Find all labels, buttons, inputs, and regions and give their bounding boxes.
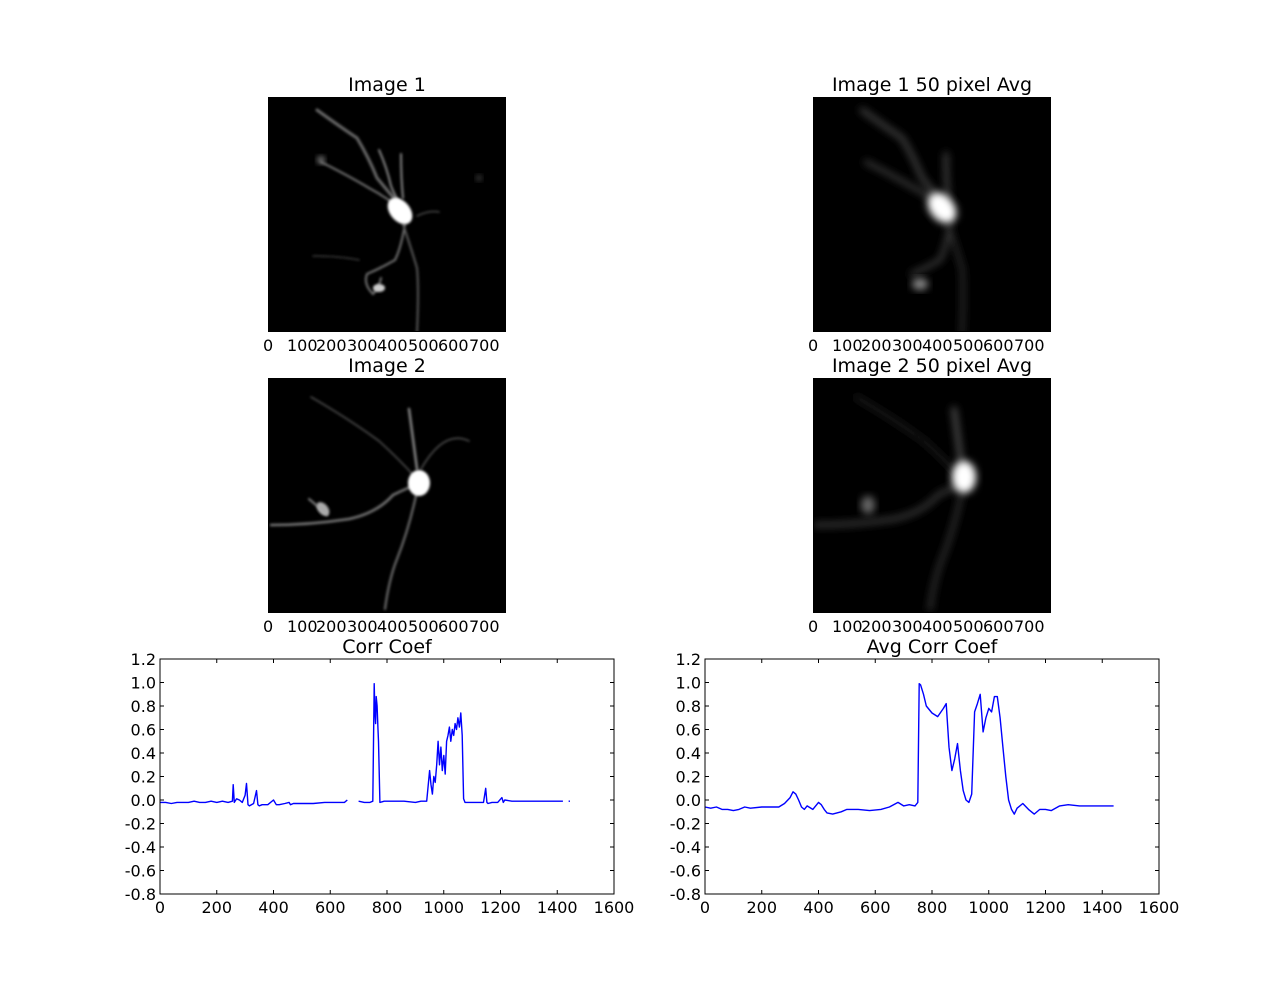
image1-avg-x-tick: 300: [892, 336, 923, 355]
image2-x-tick: 700: [469, 617, 500, 636]
image2-x-tick: 0: [263, 617, 274, 636]
image2-x-tick: 100: [287, 617, 318, 636]
corr-x-tick-label: 1600: [594, 898, 635, 917]
image1-avg-x-tick: 200: [861, 336, 892, 355]
avg-corr-x-tick-label: 1600: [1139, 898, 1180, 917]
image2-avg-x-ticks: 0 100 200 300 400 500 600 700: [808, 617, 1051, 637]
image1-x-tick: 700: [469, 336, 500, 355]
image1-avg-title: Image 1 50 pixel Avg: [831, 74, 1033, 96]
corr-y-tick-label: 0.4: [131, 744, 156, 763]
image2-avg-x-tick: 500: [953, 617, 984, 636]
corr-x-tick-label: 200: [201, 898, 232, 917]
image2-avg-x-tick: 600: [983, 617, 1014, 636]
corr-x-tick-label: 800: [372, 898, 403, 917]
image1-x-tick: 100: [287, 336, 318, 355]
corr-y-tick-label: -0.4: [125, 838, 156, 857]
avg-corr-y-tick-label: 0.4: [676, 744, 701, 763]
avg-corr-x-tick-label: 1000: [968, 898, 1009, 917]
image1-avg-x-tick: 600: [983, 336, 1014, 355]
corr-x-tick-label: 1400: [537, 898, 578, 917]
corr-x-tick-label: 1000: [423, 898, 464, 917]
corr-title: Corr Coef: [342, 636, 433, 658]
image2-avg-x-tick: 100: [832, 617, 863, 636]
corr-y-tick-label: 0.0: [131, 791, 156, 810]
avg-corr-x-tick-label: 800: [917, 898, 948, 917]
image2-avg-x-tick: 200: [861, 617, 892, 636]
image2-x-tick: 200: [316, 617, 347, 636]
corr-plot-frame: [159, 658, 615, 895]
image2-x-tick: 300: [347, 617, 378, 636]
image2-x-tick: 400: [377, 617, 408, 636]
image1-avg-x-tick: 0: [808, 336, 819, 355]
avg-corr-series-line: [704, 683, 1114, 815]
image1-avg-x-tick: 500: [953, 336, 984, 355]
image1-heatmap: [268, 97, 506, 332]
image1-x-tick: 600: [438, 336, 469, 355]
image1-avg-heatmap: [813, 97, 1051, 332]
image2-heatmap: [268, 378, 506, 613]
corr-y-tick-label: -0.6: [125, 862, 156, 881]
corr-y-tick-label: 0.8: [131, 697, 156, 716]
image2-x-tick: 600: [438, 617, 469, 636]
image1-x-ticks: 0 100 200 300 400 500 600 700: [263, 336, 506, 356]
corr-y-tick-label: 0.6: [131, 721, 156, 740]
image2-avg-title: Image 2 50 pixel Avg: [831, 355, 1033, 377]
corr-y-tick-label: -0.2: [125, 815, 156, 834]
avg-corr-y-tick-label: -0.2: [670, 815, 701, 834]
corr-x-tick-label: 0: [155, 898, 165, 917]
corr-x-tick-label: 1200: [480, 898, 521, 917]
image2-title: Image 2: [348, 355, 426, 377]
avg-corr-x-tick-label: 200: [746, 898, 777, 917]
avg-corr-y-tick-label: 0.2: [676, 768, 701, 787]
avg-corr-y-tick-label: -0.8: [670, 885, 701, 904]
image2-avg-x-tick: 700: [1014, 617, 1045, 636]
avg-corr-y-tick-label: 0.6: [676, 721, 701, 740]
corr-y-tick-label: 1.0: [131, 674, 156, 693]
image2-avg-heatmap: [813, 378, 1051, 613]
avg-corr-y-tick-label: -0.6: [670, 862, 701, 881]
avg-corr-y-tick-label: 0.0: [676, 791, 701, 810]
corr-series-line: [160, 683, 570, 807]
image1-title: Image 1: [348, 74, 426, 96]
image2-x-ticks: 0 100 200 300 400 500 600 700: [263, 617, 506, 637]
avg-corr-x-tick-label: 600: [860, 898, 891, 917]
image2-avg-x-tick: 400: [922, 617, 953, 636]
image1-avg-x-tick: 100: [832, 336, 863, 355]
avg-corr-y-tick-label: 0.8: [676, 697, 701, 716]
avg-corr-title: Avg Corr Coef: [867, 636, 999, 658]
image1-avg-x-tick: 400: [922, 336, 953, 355]
image1-avg-x-ticks: 0 100 200 300 400 500 600 700: [808, 336, 1051, 356]
avg-corr-x-tick-label: 1400: [1082, 898, 1123, 917]
image2-x-tick: 500: [408, 617, 439, 636]
image1-avg-x-tick: 700: [1014, 336, 1045, 355]
image2-avg-x-tick: 0: [808, 617, 819, 636]
corr-x-tick-label: 600: [315, 898, 346, 917]
corr-y-tick-label: 1.2: [131, 650, 156, 669]
image1-x-tick: 300: [347, 336, 378, 355]
image1-x-tick: 500: [408, 336, 439, 355]
image1-x-tick: 400: [377, 336, 408, 355]
avg-corr-x-tick-label: 400: [803, 898, 834, 917]
image1-x-tick: 0: [263, 336, 274, 355]
image2-avg-x-tick: 300: [892, 617, 923, 636]
corr-y-tick-label: 0.2: [131, 768, 156, 787]
image1-x-tick: 200: [316, 336, 347, 355]
avg-corr-plot-frame: [704, 658, 1160, 895]
avg-corr-y-tick-label: -0.4: [670, 838, 701, 857]
corr-y-tick-label: -0.8: [125, 885, 156, 904]
avg-corr-x-tick-label: 1200: [1025, 898, 1066, 917]
corr-x-tick-label: 400: [258, 898, 289, 917]
avg-corr-x-tick-label: 0: [700, 898, 710, 917]
avg-corr-y-tick-label: 1.2: [676, 650, 701, 669]
avg-corr-y-tick-label: 1.0: [676, 674, 701, 693]
